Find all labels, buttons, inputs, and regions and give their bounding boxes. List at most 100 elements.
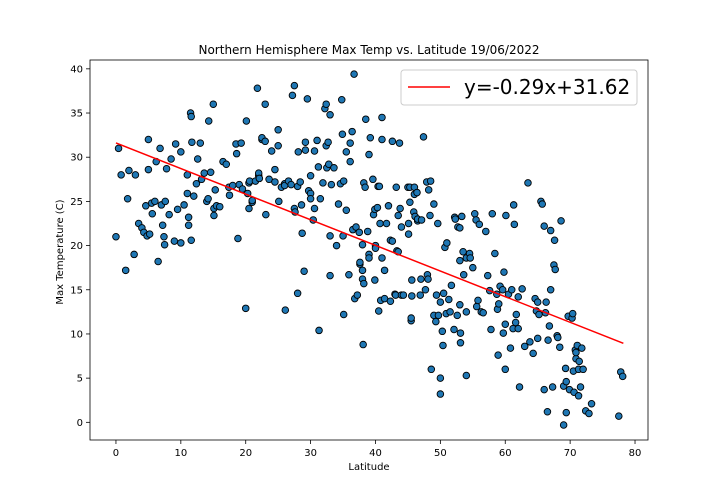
data-point bbox=[365, 254, 373, 262]
data-point bbox=[514, 324, 522, 333]
data-point bbox=[456, 329, 465, 337]
data-point bbox=[188, 138, 196, 146]
data-point bbox=[322, 100, 330, 108]
data-point bbox=[557, 217, 565, 225]
data-point bbox=[369, 175, 377, 184]
data-point bbox=[482, 227, 490, 236]
data-point bbox=[500, 268, 508, 276]
data-point bbox=[210, 211, 218, 220]
data-point bbox=[426, 211, 434, 220]
data-point bbox=[253, 84, 262, 93]
data-point bbox=[520, 342, 529, 351]
data-point bbox=[211, 186, 219, 194]
data-point bbox=[271, 178, 279, 186]
data-point bbox=[475, 220, 484, 229]
data-point bbox=[529, 349, 537, 358]
data-point bbox=[378, 254, 386, 262]
data-point bbox=[456, 256, 464, 265]
data-point bbox=[196, 139, 205, 147]
data-point bbox=[274, 126, 282, 134]
data-point bbox=[404, 219, 413, 228]
data-point bbox=[494, 351, 502, 359]
data-point bbox=[156, 144, 164, 153]
data-point bbox=[501, 365, 510, 374]
data-point bbox=[346, 139, 354, 147]
data-point bbox=[419, 133, 428, 141]
data-point bbox=[301, 146, 310, 154]
data-point bbox=[407, 314, 415, 322]
data-point bbox=[533, 334, 542, 343]
data-point bbox=[313, 136, 321, 145]
data-point bbox=[395, 139, 404, 147]
data-point bbox=[579, 365, 587, 374]
data-point bbox=[130, 250, 138, 259]
data-point bbox=[209, 100, 218, 108]
data-point bbox=[495, 300, 503, 308]
data-point bbox=[397, 223, 406, 231]
data-point bbox=[572, 348, 580, 357]
data-point bbox=[456, 301, 464, 309]
data-point bbox=[540, 222, 548, 230]
data-point bbox=[114, 144, 123, 153]
data-point bbox=[471, 210, 479, 218]
data-point bbox=[361, 183, 369, 192]
data-point bbox=[618, 372, 627, 381]
data-point bbox=[416, 291, 425, 299]
data-point bbox=[382, 219, 391, 228]
data-point bbox=[315, 326, 323, 335]
data-point bbox=[334, 200, 343, 208]
data-point bbox=[294, 148, 303, 156]
data-point bbox=[514, 293, 522, 301]
data-point bbox=[154, 257, 162, 266]
data-point bbox=[483, 271, 492, 280]
y-tick-label: 15 bbox=[70, 285, 83, 296]
data-point bbox=[384, 202, 393, 210]
data-point bbox=[432, 317, 440, 326]
data-point bbox=[545, 322, 554, 330]
data-point bbox=[366, 134, 375, 142]
data-point bbox=[445, 295, 453, 304]
plot-frame bbox=[89, 59, 649, 441]
data-point bbox=[324, 138, 332, 146]
data-point bbox=[165, 210, 173, 219]
data-point bbox=[378, 135, 386, 144]
data-point bbox=[451, 215, 460, 223]
data-point bbox=[424, 186, 433, 194]
data-point bbox=[339, 310, 348, 319]
data-point bbox=[184, 213, 193, 222]
data-point bbox=[542, 298, 550, 306]
data-point bbox=[550, 236, 559, 245]
data-point bbox=[144, 165, 153, 174]
x-tick-label: 0 bbox=[113, 448, 119, 459]
x-axis-title: Latitude bbox=[348, 462, 389, 473]
regression-line bbox=[115, 142, 624, 345]
data-point bbox=[274, 141, 282, 150]
data-point bbox=[177, 148, 185, 156]
data-point bbox=[353, 291, 362, 299]
data-point bbox=[544, 336, 552, 344]
data-point bbox=[358, 240, 367, 249]
data-point bbox=[388, 237, 397, 245]
data-point bbox=[177, 239, 185, 247]
data-point bbox=[575, 357, 583, 366]
data-point bbox=[261, 137, 269, 146]
data-point bbox=[447, 281, 456, 290]
data-point bbox=[453, 311, 461, 320]
data-point bbox=[356, 258, 364, 267]
data-point bbox=[216, 202, 224, 211]
data-point bbox=[378, 113, 386, 122]
data-point bbox=[319, 179, 327, 187]
data-point bbox=[417, 275, 425, 283]
data-point bbox=[348, 127, 356, 136]
data-point bbox=[338, 130, 347, 138]
y-tick-label: 30 bbox=[70, 153, 83, 164]
data-point bbox=[568, 309, 577, 318]
data-point bbox=[574, 392, 583, 400]
data-point bbox=[436, 298, 445, 306]
data-point bbox=[436, 374, 445, 382]
chart-title: Northern Hemisphere Max Temp vs. Latitud… bbox=[198, 43, 539, 57]
x-tick-label: 70 bbox=[564, 448, 577, 459]
data-point bbox=[184, 221, 193, 230]
data-point bbox=[192, 179, 201, 188]
data-point bbox=[436, 390, 445, 398]
